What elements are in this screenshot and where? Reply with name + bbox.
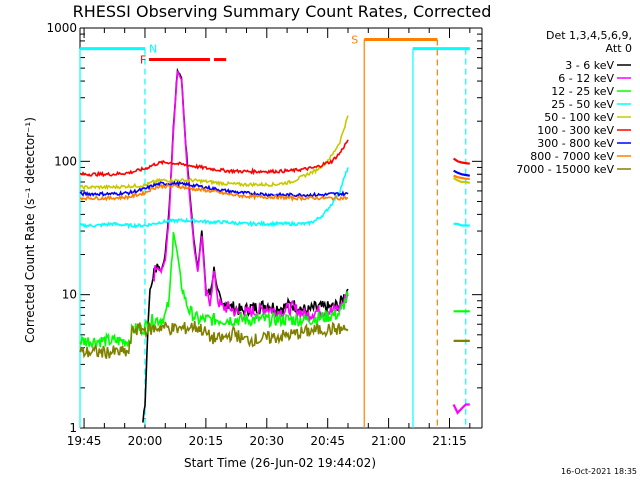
late-series-line-800-7000-kev [453,174,470,180]
series-line-7000-15000-kev [79,320,349,359]
night-marker-label: N [149,43,157,56]
late-series-line-25-50-kev [453,222,470,227]
late-series-line-300-800-kev [453,169,470,177]
chart-title: RHESSI Observing Summary Count Rates, Co… [73,2,492,21]
legend-label-300-800-kev: 300 - 800 keV [537,137,614,150]
x-tick-label: 21:00 [371,434,406,448]
y-tick-label: 1 [69,421,77,435]
series-line-50-100-kev [79,115,349,191]
saa-marker-label: S [351,33,358,46]
x-tick-label: 21:15 [432,434,467,448]
plot-area: 1 10 100 1000 19:45 20:00 20:15 20:30 20:45 21:00… [46,21,483,448]
x-tick-label: 20:45 [310,434,345,448]
series-line-25-50-kev [79,167,349,230]
series-line-12-25-kev [79,232,349,348]
series-line-6-12-kev [152,69,349,323]
x-tick-label: 20:30 [249,434,284,448]
y-tick-label: 1000 [46,21,77,35]
series-line-100-300-kev [79,139,349,178]
legend-label-25-50-kev: 25 - 50 keV [551,98,614,111]
late-series-line-100-300-kev [452,157,470,165]
series-line-800-7000-kev [80,183,349,203]
legend-header-line-2: Att 0 [606,42,632,55]
legend-label-3-6-kev: 3 - 6 keV [565,59,614,72]
y-tick-label: 100 [54,154,77,168]
x-axis-title: Start Time (26-Jun-02 19:44:02) [184,456,376,470]
late-series-line-6-12-kev [452,403,470,415]
legend-label-7000-15000-kev: 7000 - 15000 keV [516,163,614,176]
y-tick-label: 10 [62,288,77,302]
legend-label-100-300-kev: 100 - 300 keV [537,124,614,137]
late-series-line-50-100-kev [453,177,471,184]
x-tick-label: 20:00 [128,434,163,448]
y-axis-title: Corrected Count Rate (s⁻¹ detector⁻¹) [23,117,37,343]
legend-label-800-7000-kev: 800 - 7000 keV [530,150,614,163]
x-tick-label: 19:45 [67,434,102,448]
legend-label-50-100-kev: 50 - 100 keV [544,111,614,124]
generation-timestamp: 16-Oct-2021 18:35 [561,467,637,476]
x-tick-label: 20:15 [189,434,224,448]
flare-marker-label: F [140,54,146,67]
legend-label-6-12-kev: 6 - 12 keV [558,72,614,85]
legend-label-12-25-kev: 12 - 25 keV [551,85,614,98]
legend-header-line-1: Det 1,3,4,5,6,9, [546,29,632,42]
series-line-300-800-kev [79,180,349,199]
